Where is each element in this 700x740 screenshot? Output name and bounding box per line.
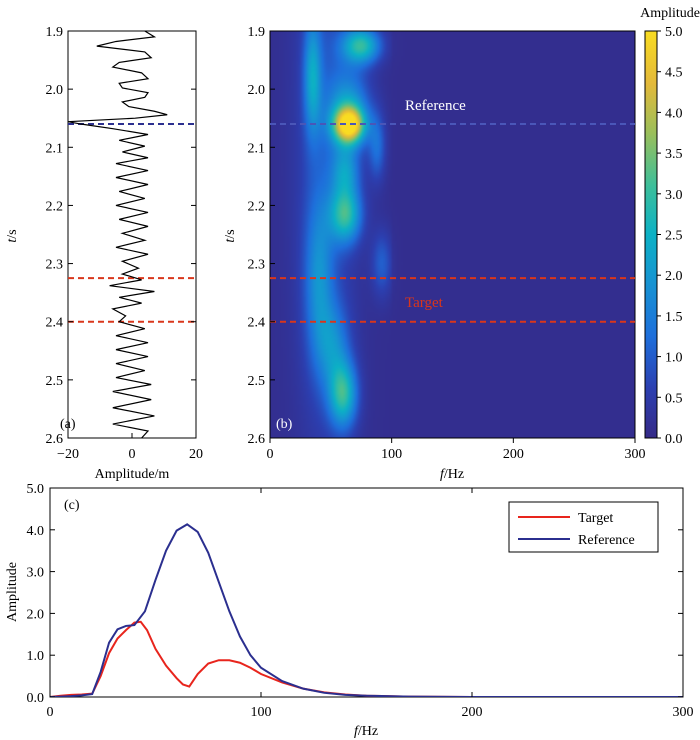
panel-b-y-tick-label: 2.2: [248, 199, 266, 214]
panel-c-y-tick-label: 3.0: [27, 566, 45, 581]
colorbar-tick-label: 3.5: [665, 147, 683, 162]
amplitude-trace: [68, 31, 168, 438]
panel-b-x-ticks: 0 100 200 300: [267, 438, 646, 462]
colorbar-tick-label: 5.0: [665, 25, 683, 40]
colorbar-tick-label: 2.0: [665, 269, 683, 284]
panel-a-y-tick-label: 2.1: [46, 141, 64, 156]
panel-a-y-axis-unit: /s: [5, 229, 20, 238]
panel-a-y-axis-label: t/s: [5, 229, 20, 242]
panel-c-x-axis-label: f/Hz: [354, 724, 378, 739]
panel-b-y-tick-label: 2.6: [248, 432, 266, 447]
panel-c-y-tick-label: 1.0: [27, 649, 45, 664]
panel-b-x-tick-label: 0: [267, 447, 274, 462]
panel-b-y-axis-unit: /s: [223, 229, 238, 238]
panel-a-y-tick-label: 2.6: [46, 432, 64, 447]
legend: Target Reference: [508, 501, 659, 553]
reference-spectrum-line: [50, 523, 683, 697]
panel-c-y-tick-label: 2.0: [27, 607, 45, 622]
panel-b-y-ticks: 1.9 2.0 2.1 2.2 2.3 2.4 2.5 2.6: [248, 25, 275, 447]
panel-b-y-tick-label: 2.3: [248, 258, 266, 273]
panel-a-marker-lines: [68, 123, 196, 323]
panel-c-x-tick-label: 100: [251, 705, 272, 720]
panel-b-x-axis-label: f/Hz: [440, 467, 464, 482]
panel-b-x-axis-var: f: [440, 467, 446, 482]
colorbar-tick-label: 1.5: [665, 310, 683, 325]
panel-c-x-ticks: 0 100 200 300: [47, 488, 694, 720]
colorbar-tick-label: 1.0: [665, 351, 683, 366]
panel-c-x-axis-unit: /Hz: [358, 724, 378, 739]
panel-b-frame: [269, 30, 636, 439]
panel-c-label: (c): [64, 498, 80, 513]
panel-b-x-tick-label: 100: [381, 447, 402, 462]
panel-a-x-tick-label: 20: [189, 447, 203, 462]
panel-b-y-tick-label: 2.5: [248, 374, 266, 389]
panel-c-x-tick-label: 200: [462, 705, 483, 720]
panel-c-y-ticks: 0.0 1.0 2.0 3.0 4.0 5.0: [27, 482, 683, 706]
panel-a-y-tick-label: 2.5: [46, 374, 64, 389]
panel-a-y-tick-label: 2.3: [46, 258, 64, 273]
panel-a-label: (a): [60, 417, 76, 432]
panel-c-y-tick-label: 5.0: [27, 482, 45, 497]
panel-b-x-tick-label: 200: [503, 447, 524, 462]
colorbar-tick-label: 4.0: [665, 106, 683, 121]
panel-c-y-axis-label: Amplitude: [5, 562, 20, 622]
reference-annotation: Reference: [405, 98, 466, 114]
legend-box: [508, 501, 659, 553]
colorbar-tick-label: 3.0: [665, 188, 683, 203]
panel-a-x-ticks: −20 0 20: [57, 433, 203, 462]
panel-a-x-axis-label: Amplitude/m: [95, 467, 170, 482]
colorbar-ticks: 0.0 0.5 1.0 1.5 2.0 2.5 3.0 3.5 4.0 4.5 5.0: [657, 25, 683, 447]
spectrogram-heatmap: [270, 31, 635, 438]
panel-c-y-tick-label: 4.0: [27, 524, 45, 539]
colorbar-tick-label: 2.5: [665, 229, 683, 244]
panel-a-x-tick-label: 0: [129, 447, 136, 462]
panel-c-spectra: 0.0 1.0 2.0 3.0 4.0 5.0 0 100 200 300 (c) f/Hz A…: [5, 482, 694, 739]
panel-b-y-tick-label: 2.4: [248, 316, 266, 331]
panel-b-x-axis-unit: /Hz: [444, 467, 464, 482]
colorbar-tick-label: 4.5: [665, 66, 683, 81]
panel-a-y-tick-label: 2.0: [46, 83, 64, 98]
target-annotation: Target: [405, 295, 444, 311]
panel-a-y-axis-var: t: [5, 238, 20, 243]
target-spectrum-line: [50, 620, 683, 697]
panel-a-y-tick-label: 1.9: [46, 25, 64, 40]
panel-b-y-axis-var: t: [223, 238, 238, 243]
colorbar-title: Amplitude: [640, 6, 700, 21]
panel-b-y-tick-label: 2.0: [248, 83, 266, 98]
panel-c-x-axis-var: f: [354, 724, 360, 739]
panel-a-y-ticks: 1.9 2.0 2.1 2.2 2.3 2.4 2.5 2.6: [46, 25, 196, 447]
panel-a-y-tick-label: 2.4: [46, 316, 64, 331]
panel-a-y-tick-label: 2.2: [46, 199, 64, 214]
panel-c-frame: [49, 487, 684, 698]
panel-b-x-tick-label: 300: [625, 447, 646, 462]
panel-b-marker-lines: [270, 123, 635, 323]
panel-c-x-tick-label: 300: [673, 705, 694, 720]
panel-b-y-tick-label: 1.9: [248, 25, 266, 40]
legend-reference-label: Reference: [578, 533, 635, 548]
panel-a-frame: [67, 30, 197, 439]
panel-c-y-tick-label: 0.0: [27, 691, 45, 706]
panel-a-trace: 1.9 2.0 2.1 2.2 2.3 2.4 2.5 2.6 −20 0 20 (a) Ampl…: [5, 25, 203, 482]
colorbar-tick-label: 0.5: [665, 391, 683, 406]
panel-b-y-tick-label: 2.1: [248, 141, 266, 156]
panel-c-x-tick-label: 0: [47, 705, 54, 720]
colorbar: [644, 30, 658, 439]
panel-a-x-tick-label: −20: [57, 447, 79, 462]
panel-b-y-axis-label: t/s: [223, 229, 238, 242]
legend-target-label: Target: [578, 511, 613, 526]
panel-b-spectrogram: Reference Target 1.9 2.0 2.1 2.2 2.3 2.4 2.5 2.…: [223, 6, 700, 482]
panel-b-label: (b): [276, 417, 293, 432]
colorbar-tick-label: 0.0: [665, 432, 683, 447]
